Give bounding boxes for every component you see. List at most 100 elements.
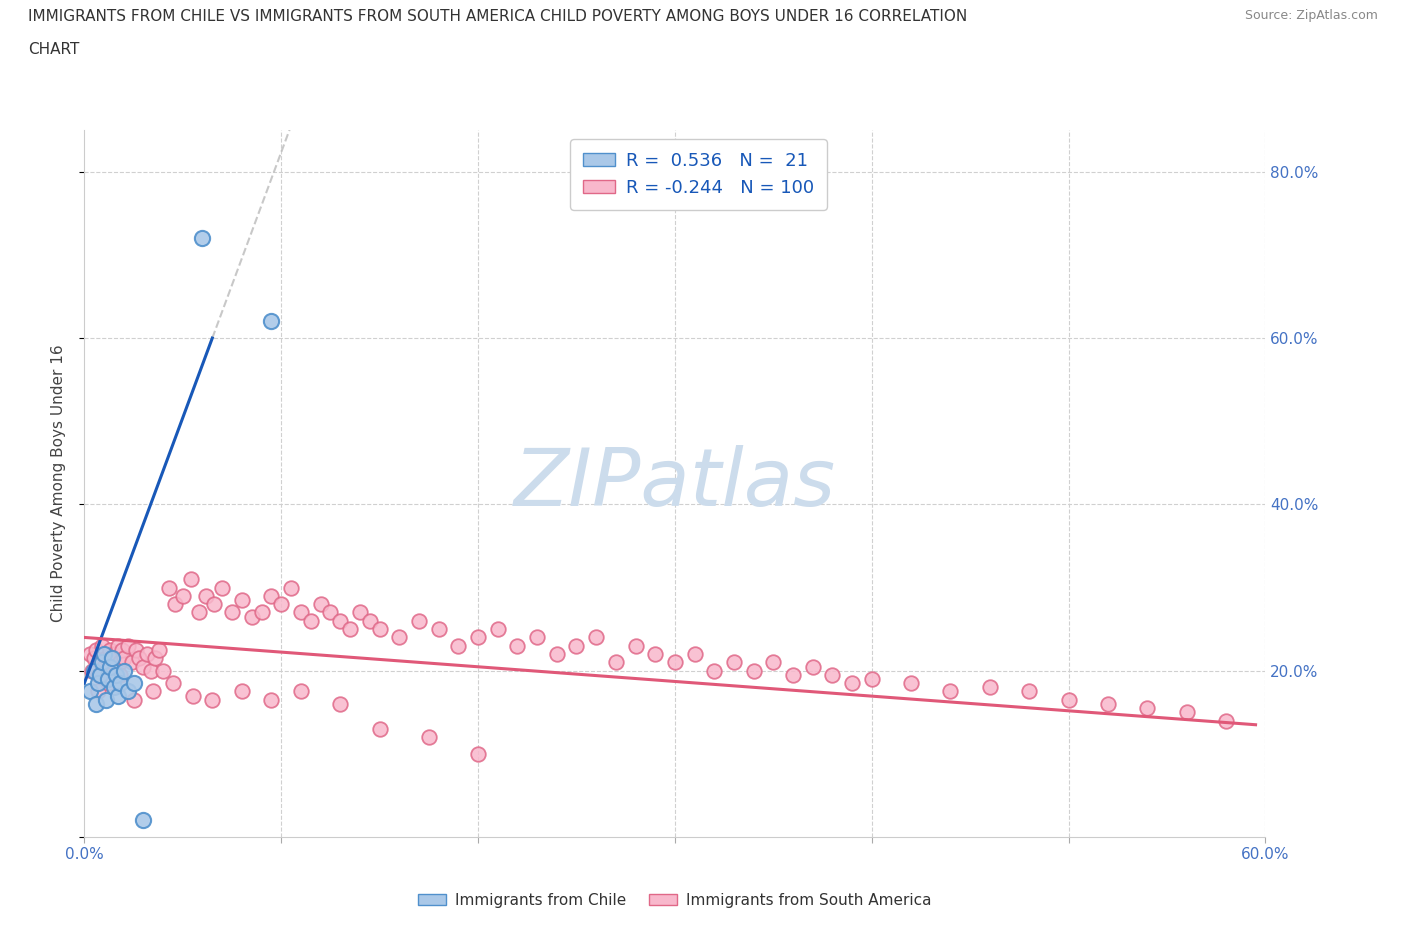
Point — [339, 621, 361, 636]
Legend: Immigrants from Chile, Immigrants from South America: Immigrants from Chile, Immigrants from S… — [412, 887, 938, 914]
Point — [93, 659, 115, 674]
Point — [782, 668, 804, 683]
Point — [703, 663, 725, 678]
Point — [122, 676, 145, 691]
Point — [900, 676, 922, 691]
Point — [201, 692, 224, 707]
Point — [231, 684, 253, 699]
Point — [624, 638, 647, 653]
Point — [108, 655, 131, 670]
Point — [142, 684, 165, 699]
Point — [221, 605, 243, 620]
Point — [260, 692, 283, 707]
Point — [240, 609, 263, 624]
Point — [260, 314, 283, 329]
Point — [260, 589, 283, 604]
Point — [103, 680, 125, 695]
Point — [329, 697, 352, 711]
Point — [605, 655, 627, 670]
Point — [683, 646, 706, 661]
Point — [143, 651, 166, 666]
Point — [1175, 705, 1198, 720]
Point — [79, 646, 101, 661]
Point — [83, 651, 105, 666]
Point — [91, 655, 114, 670]
Point — [211, 580, 233, 595]
Point — [181, 688, 204, 703]
Point — [162, 676, 184, 691]
Point — [644, 646, 666, 661]
Point — [290, 605, 312, 620]
Text: ZIPatlas: ZIPatlas — [513, 445, 837, 523]
Point — [250, 605, 273, 620]
Point — [98, 643, 121, 658]
Point — [187, 605, 209, 620]
Point — [87, 684, 110, 699]
Point — [1018, 684, 1040, 699]
Point — [91, 638, 114, 653]
Point — [104, 668, 127, 683]
Point — [801, 659, 824, 674]
Point — [418, 730, 440, 745]
Point — [107, 638, 129, 653]
Point — [486, 621, 509, 636]
Point — [121, 655, 143, 670]
Point — [368, 722, 391, 737]
Point — [111, 643, 134, 658]
Point — [447, 638, 470, 653]
Point — [319, 605, 342, 620]
Point — [107, 688, 129, 703]
Point — [112, 663, 135, 678]
Point — [742, 663, 765, 678]
Point — [87, 676, 110, 691]
Point — [87, 668, 110, 683]
Point — [136, 646, 159, 661]
Point — [172, 589, 194, 604]
Point — [98, 659, 121, 674]
Point — [408, 614, 430, 629]
Point — [585, 630, 607, 644]
Text: Source: ZipAtlas.com: Source: ZipAtlas.com — [1244, 9, 1378, 22]
Point — [1097, 697, 1119, 711]
Point — [195, 589, 218, 604]
Point — [101, 651, 124, 666]
Point — [231, 592, 253, 607]
Point — [427, 621, 450, 636]
Point — [506, 638, 529, 653]
Point — [97, 668, 120, 683]
Point — [329, 614, 352, 629]
Point — [101, 655, 124, 670]
Point — [94, 651, 117, 666]
Point — [94, 692, 117, 707]
Point — [117, 684, 139, 699]
Point — [280, 580, 302, 595]
Point — [1215, 713, 1237, 728]
Point — [124, 643, 146, 658]
Point — [1057, 692, 1080, 707]
Point — [841, 676, 863, 691]
Point — [84, 643, 107, 658]
Point — [821, 668, 844, 683]
Point — [83, 663, 105, 678]
Point — [84, 697, 107, 711]
Point — [180, 572, 202, 587]
Point — [270, 597, 292, 612]
Point — [860, 671, 883, 686]
Point — [141, 663, 163, 678]
Point — [112, 651, 135, 666]
Point — [467, 747, 489, 762]
Point — [290, 684, 312, 699]
Point — [93, 646, 115, 661]
Point — [157, 580, 180, 595]
Point — [132, 813, 155, 828]
Point — [89, 668, 111, 683]
Point — [309, 597, 332, 612]
Point — [565, 638, 588, 653]
Point — [359, 614, 381, 629]
Point — [1136, 700, 1159, 715]
Point — [388, 630, 411, 644]
Point — [191, 231, 214, 246]
Point — [939, 684, 962, 699]
Text: CHART: CHART — [28, 42, 80, 57]
Point — [762, 655, 785, 670]
